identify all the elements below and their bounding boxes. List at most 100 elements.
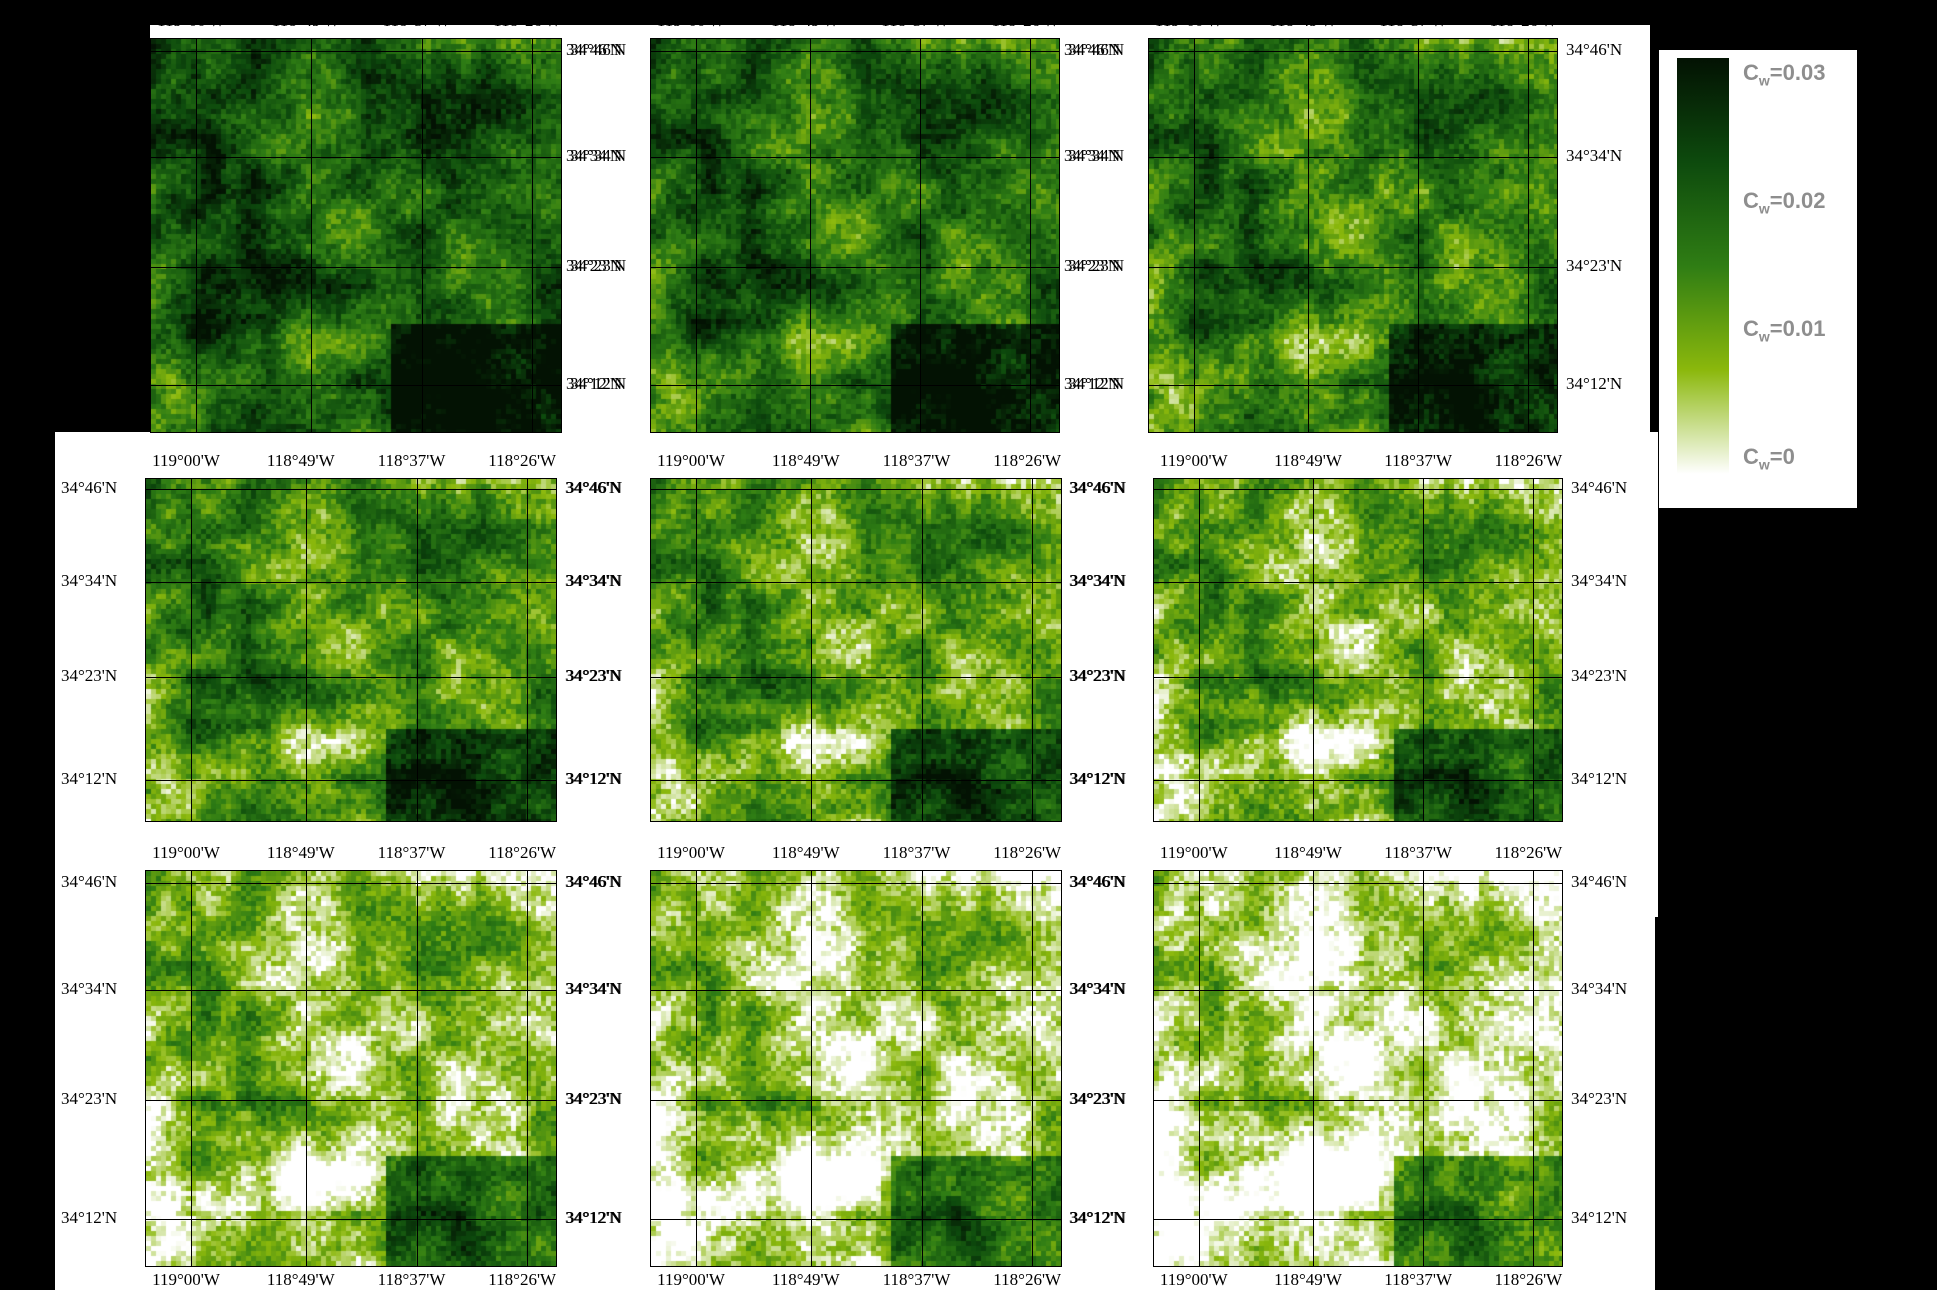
latitude-tick-label: 34°23'N [566,666,623,686]
longitude-tick-label: 119°00'W [152,451,220,470]
longitude-gridline [695,39,697,432]
latitude-tick-label: 34°34'N [565,570,622,590]
latitude-tick-label: 34°23'N [1068,255,1125,275]
latitude-gridline [1154,1100,1562,1102]
latitude-tick-label: 34°23'N [1069,666,1126,686]
latitude-gridline [146,989,556,991]
latitude-gridline [1149,384,1557,386]
longitude-gridline [1418,39,1420,432]
longitude-tick-label: 118°49'W [266,1270,335,1289]
longitude-tick-label: 118°26'W [993,843,1062,862]
longitude-gridline [196,39,198,432]
map-raster [146,479,556,821]
longitude-tick-label: 118°49'W [771,1270,840,1289]
water-content-map [650,478,1062,822]
latitude-gridline [151,266,561,268]
longitude-tick-label: 118°49'W [266,843,335,862]
longitude-gridline [696,479,698,821]
latitude-tick-label: 34°46'N [565,871,622,891]
longitude-tick-label: 118°26'W [1494,1270,1563,1289]
longitude-tick-label: 118°26'W [488,1270,557,1289]
water-content-map [145,870,557,1267]
longitude-tick-label: 119°00'W [657,1270,725,1289]
longitude-gridline [1313,871,1315,1266]
longitude-tick-label: 118°37'W [377,843,446,862]
longitude-tick-label: 119°00'W [1159,1270,1228,1289]
latitude-tick-label: 34°34'N [566,145,623,165]
latitude-tick-label: 34°23'N [1069,1089,1126,1109]
longitude-tick-label: 119°00'W [152,1270,220,1289]
latitude-gridline [651,779,1061,781]
longitude-tick-label: 118°26'W [993,1270,1062,1289]
longitude-gridline [1313,479,1315,821]
latitude-tick-label: 34°46'N [66,39,123,59]
latitude-tick-label: 34°12'N [1571,768,1628,788]
latitude-tick-label: 34°12'N [1070,1207,1127,1227]
longitude-tick-label: 118°37'W [881,11,950,30]
longitude-gridline [1032,479,1034,821]
latitude-tick-label: 34°46'N [1064,39,1121,59]
latitude-tick-label: 34°46'N [1069,478,1126,498]
longitude-gridline [1423,479,1425,821]
map-raster [1149,39,1557,432]
latitude-tick-label: 34°46'N [1070,478,1127,498]
latitude-tick-label: 34°34'N [1571,570,1628,590]
colorbar-label-min: Cw=0 [1743,444,1795,473]
latitude-tick-label: 34°34'N [565,978,622,998]
latitude-tick-label: 34°34'N [1571,978,1628,998]
longitude-tick-label: 118°26'W [993,451,1062,470]
latitude-tick-label: 34°23'N [1064,255,1121,275]
longitude-gridline [416,871,418,1266]
latitude-tick-label: 34°46'N [566,871,623,891]
colorbar-label-0-01: Cw=0.01 [1743,316,1826,345]
latitude-gridline [146,1218,556,1220]
longitude-gridline [305,479,307,821]
latitude-gridline [651,882,1061,884]
longitude-tick-label: 118°49'W [1274,843,1342,862]
longitude-tick-label: 118°37'W [882,843,951,862]
map-raster [151,39,561,432]
colorbar-gradient [1677,58,1729,474]
latitude-tick-label: 34°23'N [565,1089,622,1109]
colorbar-legend: Cw=0.03 Cw=0.02 Cw=0.01 Cw=0 [1659,50,1857,508]
latitude-tick-label: 34°23'N [566,255,623,275]
map-raster [651,39,1059,432]
longitude-tick-label: 118°37'W [882,1270,951,1289]
latitude-tick-label: 34°46'N [1070,871,1127,891]
latitude-gridline [151,156,561,158]
latitude-tick-label: 34°12'N [1571,1207,1628,1227]
latitude-tick-label: 34°46'N [566,39,623,59]
latitude-tick-label: 34°46'N [566,478,623,498]
latitude-tick-label: 34°23'N [1571,1089,1628,1109]
longitude-tick-label: 119°00'W [152,843,220,862]
water-content-map [1153,478,1563,822]
latitude-gridline [1154,1218,1562,1220]
latitude-tick-label: 34°34'N [1070,978,1127,998]
longitude-tick-label: 118°49'W [1274,1270,1342,1289]
longitude-gridline [1533,871,1535,1266]
longitude-tick-label: 118°26'W [493,11,562,30]
longitude-tick-label: 118°49'W [771,11,839,30]
longitude-gridline [532,39,534,432]
latitude-tick-label: 34°12'N [566,373,623,393]
latitude-gridline [1149,156,1557,158]
latitude-tick-label: 34°12'N [570,373,627,393]
latitude-gridline [146,581,556,583]
longitude-gridline [527,871,529,1266]
latitude-gridline [651,266,1059,268]
latitude-tick-label: 34°34'N [566,978,623,998]
longitude-gridline [305,871,307,1266]
longitude-tick-label: 119°00'W [1159,451,1228,470]
longitude-gridline [810,871,812,1266]
latitude-gridline [146,882,556,884]
map-raster [1154,479,1562,821]
longitude-gridline [1193,39,1195,432]
latitude-tick-label: 34°34'N [570,145,627,165]
longitude-gridline [191,479,193,821]
longitude-tick-label: 119°00'W [656,11,725,30]
latitude-gridline [651,489,1061,491]
longitude-tick-label: 119°00'W [657,451,725,470]
colorbar-label-max: Cw=0.03 [1743,60,1826,89]
latitude-tick-label: 34°46'N [1068,39,1125,59]
longitude-tick-label: 119°00'W [657,843,725,862]
